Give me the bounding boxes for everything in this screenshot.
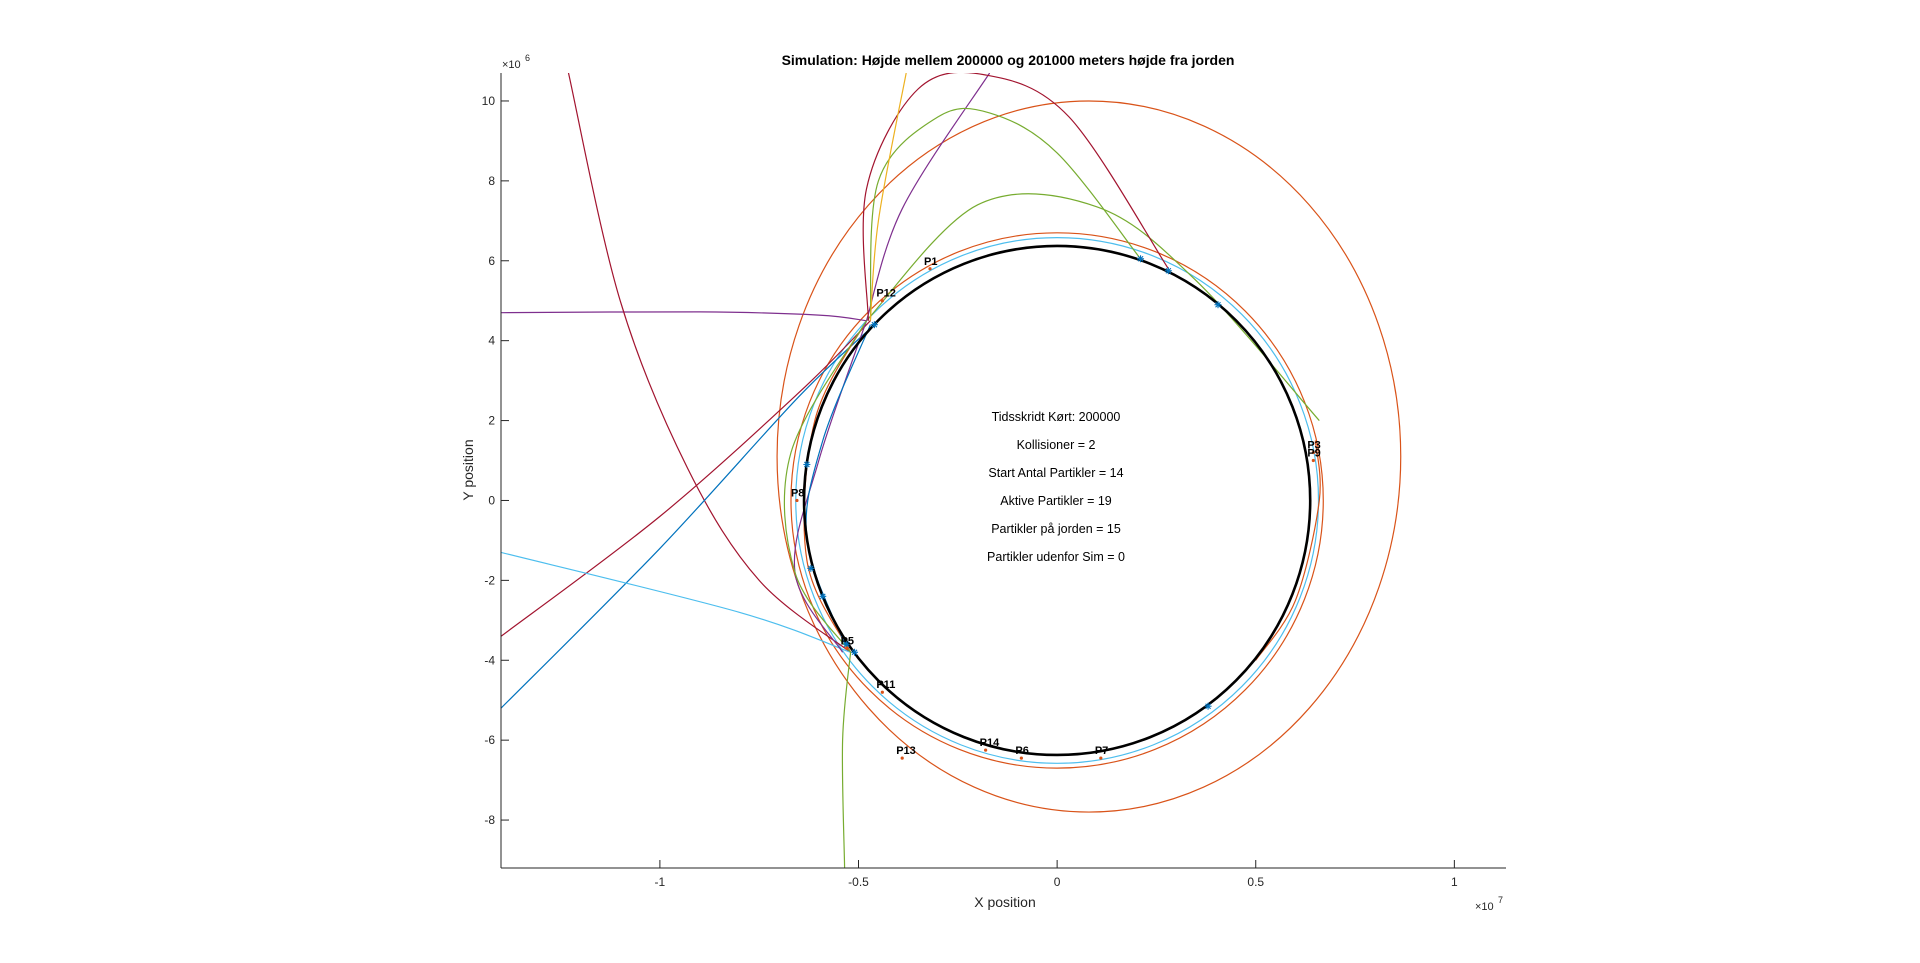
info-line: Kollisioner = 2 bbox=[1017, 438, 1096, 452]
particle-label: P14 bbox=[980, 737, 1000, 749]
collision-marker bbox=[851, 648, 859, 656]
x-tick-label: 1 bbox=[1451, 875, 1458, 889]
particle-label: P11 bbox=[876, 679, 895, 691]
trajectory-2 bbox=[501, 311, 867, 322]
orbit-2 bbox=[776, 100, 1402, 813]
axes: -1 -0.5 0 0.5 1 -8 -6 -4 -2 0 2 4 6 8 10 bbox=[482, 73, 1506, 889]
x-axis-label: X position bbox=[974, 894, 1035, 910]
x-exponent: ×10 7 bbox=[1475, 895, 1503, 913]
orbit-3 bbox=[790, 232, 1324, 769]
particle-point bbox=[880, 690, 884, 694]
particle-point bbox=[1099, 756, 1103, 760]
collision-marker bbox=[1214, 301, 1222, 309]
x-tick-label: -1 bbox=[655, 875, 666, 889]
particle-label: P7 bbox=[1095, 745, 1108, 757]
particle-label: P1 bbox=[924, 256, 937, 268]
info-line: Aktive Partikler = 19 bbox=[1000, 494, 1112, 508]
trajectory-6 bbox=[869, 73, 907, 321]
trajectory-9 bbox=[501, 320, 871, 637]
particle-point bbox=[900, 756, 904, 760]
plot-area bbox=[501, 73, 1402, 868]
info-line: Tidsskridt Kørt: 200000 bbox=[992, 410, 1121, 424]
trajectory-11 bbox=[841, 652, 852, 868]
y-exponent: ×10 6 bbox=[502, 53, 530, 71]
particle-label: P13 bbox=[896, 745, 916, 757]
collision-marker bbox=[1204, 702, 1212, 710]
svg-text:7: 7 bbox=[1498, 895, 1503, 905]
trajectory-7 bbox=[567, 73, 851, 653]
y-tick-label: 6 bbox=[488, 254, 495, 268]
svg-text:×10: ×10 bbox=[502, 59, 521, 71]
particle-point bbox=[1311, 450, 1315, 455]
svg-text:×10: ×10 bbox=[1475, 901, 1494, 913]
trajectory-1 bbox=[866, 193, 1320, 421]
trajectory-8 bbox=[501, 324, 875, 709]
trajectory-12 bbox=[803, 320, 868, 653]
particle-label: P8 bbox=[791, 487, 804, 499]
collision-marker bbox=[843, 640, 851, 648]
info-line: Partikler på jorden = 15 bbox=[991, 522, 1121, 536]
particle-label: P12 bbox=[876, 288, 896, 300]
y-tick-label: -4 bbox=[484, 653, 495, 667]
particle-point bbox=[795, 498, 799, 503]
y-tick-label: 0 bbox=[488, 493, 495, 507]
collision-marker bbox=[1137, 255, 1145, 263]
collision-marker bbox=[803, 461, 811, 469]
info-line: Partikler udenfor Sim = 0 bbox=[987, 550, 1125, 564]
particle-point bbox=[1311, 458, 1315, 463]
trajectory-15 bbox=[783, 320, 868, 653]
particle-point bbox=[1019, 756, 1023, 760]
particle-point bbox=[984, 748, 988, 752]
y-tick-label: -6 bbox=[484, 733, 495, 747]
x-tick-label: 0.5 bbox=[1247, 875, 1264, 889]
y-tick-label: -8 bbox=[484, 813, 495, 827]
trajectory-3 bbox=[865, 73, 991, 321]
particle-point bbox=[928, 267, 932, 271]
y-tick-label: 10 bbox=[482, 94, 496, 108]
info-line: Start Antal Partikler = 14 bbox=[988, 466, 1123, 480]
trajectory-16 bbox=[1255, 440, 1321, 661]
trajectory-5 bbox=[869, 107, 1141, 321]
y-axis-label: Y position bbox=[460, 439, 476, 500]
y-tick-label: 4 bbox=[488, 334, 495, 348]
y-tick-label: 2 bbox=[488, 414, 495, 428]
svg-text:6: 6 bbox=[525, 53, 530, 63]
y-tick-label: 8 bbox=[488, 174, 495, 188]
collision-marker bbox=[870, 321, 878, 329]
collision-marker bbox=[807, 564, 815, 572]
y-tick-label: -2 bbox=[484, 573, 495, 587]
earth-circle bbox=[802, 244, 1312, 757]
particle-point bbox=[880, 299, 884, 303]
x-tick-label: -0.5 bbox=[848, 875, 869, 889]
trajectory-10 bbox=[501, 551, 851, 653]
particle-label: P6 bbox=[1015, 745, 1028, 757]
particle-label: P5 bbox=[841, 635, 854, 647]
info-panel: Tidsskridt Kørt: 200000 Kollisioner = 2 St… bbox=[987, 410, 1125, 564]
chart-title: Simulation: Højde mellem 200000 og 20100… bbox=[782, 52, 1235, 68]
particle-point bbox=[844, 646, 849, 650]
particle-label: P3 bbox=[1307, 440, 1320, 452]
collision-marker bbox=[1164, 267, 1172, 275]
x-tick-label: 0 bbox=[1054, 875, 1061, 889]
collision-marker bbox=[819, 592, 827, 600]
particle-label: P9 bbox=[1307, 448, 1320, 460]
trajectory-4 bbox=[862, 73, 1169, 321]
